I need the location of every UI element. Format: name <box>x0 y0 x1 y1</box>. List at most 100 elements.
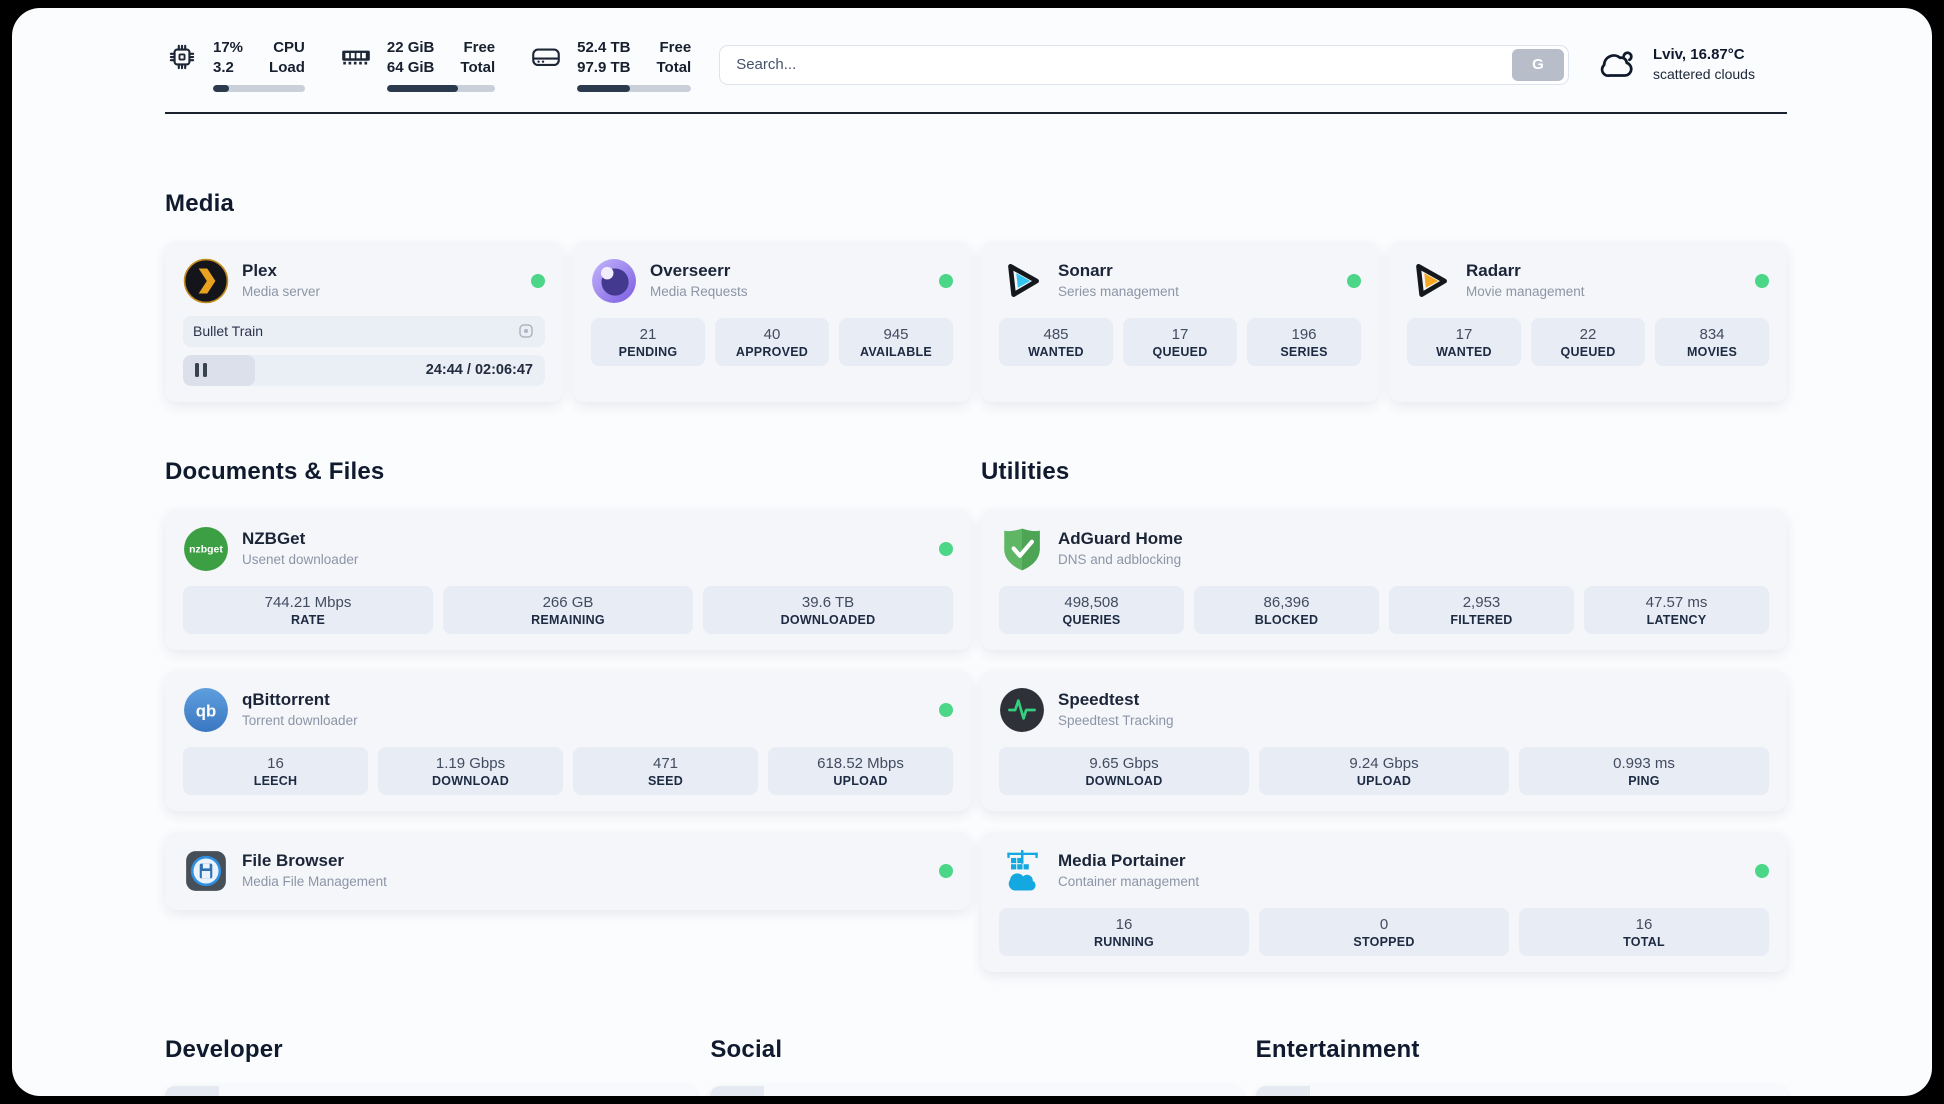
service-title: qBittorrent <box>242 690 330 710</box>
cpu-load-label: Load <box>269 59 305 77</box>
sonarr-icon <box>999 258 1045 304</box>
stat-box: 744.21 Mbps RATE <box>183 585 433 634</box>
bookmark-linkedin[interactable]: LI LinkedIn linkedin.com <box>710 1085 1242 1096</box>
header-divider <box>165 111 1787 114</box>
status-dot <box>939 273 953 288</box>
service-subtitle: Container management <box>1058 873 1200 889</box>
disk-free-label: Free <box>659 39 692 56</box>
section-title-utilities: Utilities <box>981 457 1070 485</box>
cpu-percent: 17% <box>213 39 244 56</box>
status-dot <box>1347 273 1361 288</box>
bookmark-github[interactable]: GH Github github.com <box>165 1085 697 1096</box>
service-card-overseerr[interactable]: Overseerr Media Requests 21 PENDING 40 A… <box>573 241 971 402</box>
dashboard-panel: 17% 3.2 CPU Load <box>12 8 1932 1096</box>
portainer-icon <box>999 848 1045 894</box>
svg-text:qb: qb <box>196 701 216 720</box>
ram-free-label: Free <box>463 39 496 56</box>
stat-box: 618.52 Mbps UPLOAD <box>768 746 953 795</box>
playback-progress-row: 24:44 / 02:06:47 <box>183 354 545 386</box>
cloud-icon <box>1597 44 1639 86</box>
section-title-documents: Documents & Files <box>165 457 385 485</box>
stat-box: 266 GB REMAINING <box>443 585 693 634</box>
cpu-stat: 17% 3.2 CPU Load <box>165 38 305 92</box>
status-dot <box>531 273 545 288</box>
stat-box: 17 WANTED <box>1407 317 1521 366</box>
service-title: NZBGet <box>242 529 306 549</box>
stat-box: 1.19 Gbps DOWNLOAD <box>378 746 563 795</box>
cpu-load-value: 3.2 <box>213 59 234 77</box>
service-card-adguard[interactable]: AdGuard Home DNS and adblocking 498,508 … <box>981 509 1787 650</box>
stat-box: 16 TOTAL <box>1519 907 1769 956</box>
status-dot <box>939 863 953 878</box>
bookmark-abbr: LI <box>710 1085 765 1096</box>
ram-icon <box>339 40 373 74</box>
weather-location-temp: Lviv, 16.87°C <box>1653 46 1745 64</box>
stat-box: 498,508 QUERIES <box>999 585 1184 634</box>
service-card-plex[interactable]: Plex Media server Bullet Train <box>165 241 563 402</box>
radarr-icon <box>1407 258 1453 304</box>
disk-progress <box>577 84 692 92</box>
search-bar: G <box>719 44 1569 85</box>
stat-box: 9.65 Gbps DOWNLOAD <box>999 746 1249 795</box>
pause-button[interactable] <box>195 363 209 377</box>
stat-box: 22 QUEUED <box>1531 317 1645 366</box>
stat-box: 945 AVAILABLE <box>839 317 953 366</box>
stat-box: 196 SERIES <box>1247 317 1361 366</box>
service-card-filebrowser[interactable]: File Browser Media File Management <box>165 831 971 910</box>
service-card-sonarr[interactable]: Sonarr Series management 485 WANTED 17 Q… <box>981 241 1379 402</box>
service-title: Plex <box>242 261 277 281</box>
service-card-speedtest[interactable]: Speedtest Speedtest Tracking 9.65 Gbps D… <box>981 670 1787 811</box>
stat-box: 485 WANTED <box>999 317 1113 366</box>
stat-box: 21 PENDING <box>591 317 705 366</box>
status-dot <box>939 541 953 556</box>
search-input[interactable] <box>736 56 1512 74</box>
top-bar: 17% 3.2 CPU Load <box>165 38 1787 92</box>
service-subtitle: Media File Management <box>242 873 387 889</box>
disk-total-label: Total <box>656 59 692 77</box>
search-engine-button[interactable]: G <box>1512 48 1564 81</box>
stat-box: 0.993 ms PING <box>1519 746 1769 795</box>
ram-total-label: Total <box>460 59 496 77</box>
service-subtitle: Speedtest Tracking <box>1058 712 1174 728</box>
service-subtitle: Series management <box>1058 283 1179 299</box>
stat-box: 86,396 BLOCKED <box>1194 585 1379 634</box>
weather-condition: scattered clouds <box>1653 66 1755 83</box>
service-subtitle: Media Requests <box>650 283 748 299</box>
service-card-qbittorrent[interactable]: qb qBittorrent Torrent downloader <box>165 670 971 811</box>
filebrowser-icon <box>183 848 229 894</box>
service-title: Sonarr <box>1058 261 1113 281</box>
stat-box: 9.24 Gbps UPLOAD <box>1259 746 1509 795</box>
stat-box: 16 LEECH <box>183 746 368 795</box>
bookmark-youtube[interactable]: YT YouTube youtube.com <box>1255 1085 1787 1096</box>
service-subtitle: Movie management <box>1466 283 1585 299</box>
disk-free-value: 52.4 TB <box>577 39 631 56</box>
section-title-entertainment: Entertainment <box>1255 1035 1420 1063</box>
status-dot <box>1755 863 1769 878</box>
stat-box: 47.57 ms LATENCY <box>1584 585 1769 634</box>
service-subtitle: Torrent downloader <box>242 712 358 728</box>
ram-stat: 22 GiB 64 GiB Free Total <box>339 38 496 92</box>
stat-box: 834 MOVIES <box>1655 317 1769 366</box>
service-subtitle: DNS and adblocking <box>1058 551 1182 567</box>
status-dot <box>1755 273 1769 288</box>
svg-text:nzbget: nzbget <box>189 544 223 555</box>
service-card-radarr[interactable]: Radarr Movie management 17 WANTED 22 QUE… <box>1389 241 1787 402</box>
overseerr-icon <box>591 258 637 304</box>
service-subtitle: Usenet downloader <box>242 551 359 567</box>
section-title-social: Social <box>710 1035 783 1063</box>
ram-total-value: 64 GiB <box>386 59 435 77</box>
speedtest-icon <box>999 687 1045 733</box>
ram-free-value: 22 GiB <box>386 39 435 56</box>
bookmark-abbr: YT <box>1255 1085 1310 1096</box>
service-card-portainer[interactable]: Media Portainer Container management 16 … <box>981 831 1787 972</box>
section-title-developer: Developer <box>165 1035 283 1063</box>
weather-widget: Lviv, 16.87°C scattered clouds <box>1597 44 1787 86</box>
stat-box: 40 APPROVED <box>715 317 829 366</box>
media-grid: Plex Media server Bullet Train <box>165 241 1787 402</box>
service-subtitle: Media server <box>242 283 321 299</box>
service-card-nzbget[interactable]: nzbget NZBGet Usenet downloader 74 <box>165 509 971 650</box>
system-stats: 17% 3.2 CPU Load <box>165 38 692 92</box>
service-title: Radarr <box>1466 261 1521 281</box>
service-title: Speedtest <box>1058 690 1140 710</box>
stat-box: 16 RUNNING <box>999 907 1249 956</box>
